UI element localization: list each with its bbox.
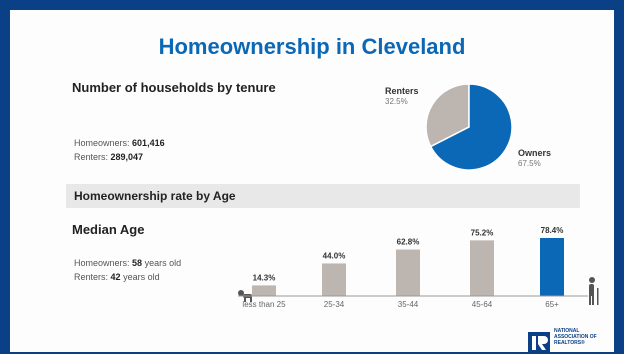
bar-45-64: [470, 240, 494, 296]
pie-label-renters-name: Renters: [385, 86, 419, 96]
bar-category-label: 35-44: [398, 300, 419, 309]
renters-value: 289,047: [110, 152, 144, 162]
bar-value-label: 14.3%: [253, 273, 276, 282]
median-homeowners-label: Homeowners:: [74, 258, 130, 268]
realtors-logo-icon: [528, 332, 550, 354]
section-heading: Homeownership rate by Age: [74, 189, 236, 203]
households-heading: Number of households by tenure: [72, 80, 276, 95]
bar-value-label: 62.8%: [397, 238, 420, 247]
median-renters-label: Renters:: [74, 272, 109, 282]
page-title: Homeownership in Cleveland: [158, 34, 466, 59]
bar-category-label: 25-34: [324, 300, 345, 309]
bar-35-44: [396, 249, 420, 296]
median-heading: Median Age: [72, 222, 145, 237]
logo-line3: REALTORS®: [554, 340, 585, 346]
infographic-card: Homeownership in Cleveland Number of hou…: [10, 10, 616, 354]
pie-label-owners: Owners 67.5%: [518, 148, 551, 169]
median-homeowners-suffix: years old: [144, 258, 182, 268]
pie-label-renters-value: 32.5%: [385, 97, 408, 106]
bar-value-label: 78.4%: [541, 226, 564, 235]
renters-label: Renters:: [74, 152, 109, 162]
bar-category-label: less than 25: [242, 300, 286, 309]
median-renters-value: 42: [110, 272, 121, 282]
median-homeowners-value: 58: [132, 258, 143, 268]
median-homeowners: Homeowners: 58 years old: [74, 258, 181, 268]
tenure-pie-chart: [425, 83, 513, 171]
section-band: Homeownership rate by Age: [66, 184, 580, 208]
pie-slice-renters: [425, 83, 470, 148]
bar-category-label: 45-64: [472, 300, 493, 309]
homeowners-value: 601,416: [132, 138, 165, 148]
bar-25-34: [322, 263, 346, 296]
bar-value-label: 44.0%: [323, 251, 346, 260]
bar-value-label: 75.2%: [471, 228, 494, 237]
bar-65+: [540, 238, 564, 296]
realtors-logo-text: NATIONAL ASSOCIATION OF REALTORS®: [554, 328, 616, 346]
renters-count: Renters: 289,047: [74, 152, 143, 162]
pie-label-owners-value: 67.5%: [518, 159, 541, 168]
median-renters-suffix: years old: [123, 272, 160, 282]
pie-slice-owners: [429, 83, 513, 171]
median-renters: Renters: 42 years old: [74, 272, 160, 282]
age-bar-chart: 14.3% less than 25 44.0% 25-34 62.8% 35-44 75.…: [238, 226, 599, 309]
elderly-person-icon: [589, 277, 599, 305]
bar-category-label: 65+: [545, 300, 559, 309]
logo-line2: ASSOCIATION OF: [554, 334, 597, 340]
bar-less-than-25: [252, 285, 276, 296]
pie-label-owners-name: Owners: [518, 148, 552, 158]
homeowners-count: Homeowners: 601,416: [74, 138, 165, 148]
pie-label-renters: Renters 32.5%: [385, 86, 419, 107]
logo-line1: NATIONAL: [554, 328, 580, 334]
crawling-baby-icon: [238, 290, 252, 302]
homeowners-label: Homeowners:: [74, 138, 130, 148]
